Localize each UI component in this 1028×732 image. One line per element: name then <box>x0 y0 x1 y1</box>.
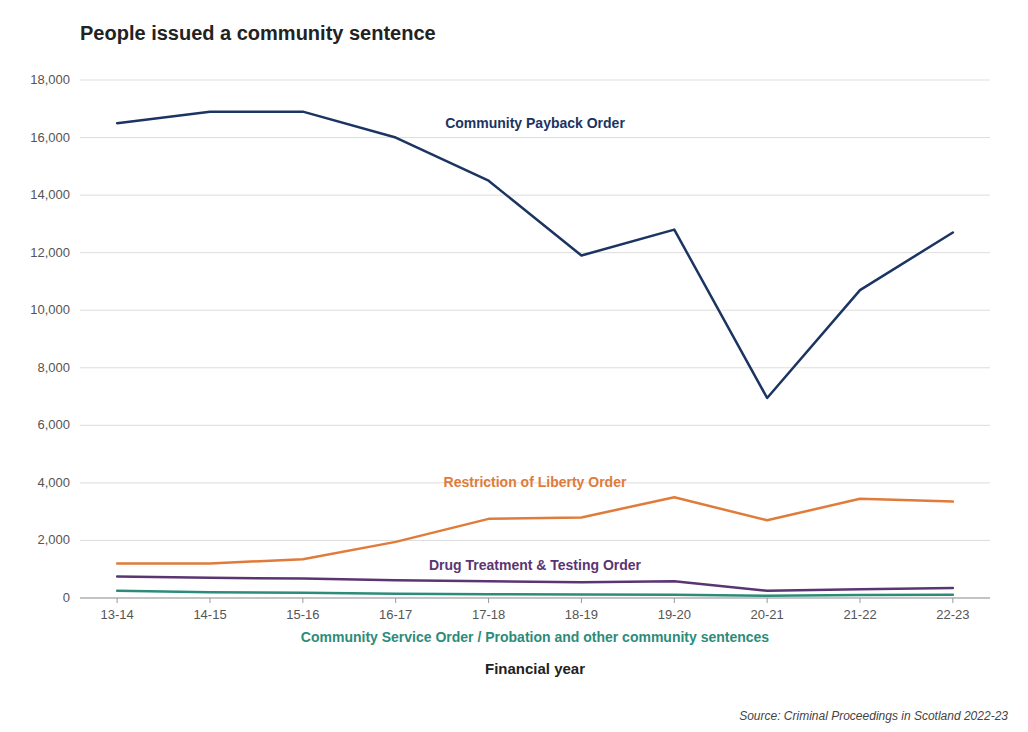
y-tick-label: 2,000 <box>37 532 70 547</box>
x-tick <box>860 598 861 603</box>
x-tick <box>302 598 303 603</box>
series-label: Community Service Order / Probation and … <box>301 629 770 645</box>
x-tick-label: 13-14 <box>101 607 134 622</box>
x-tick <box>117 598 118 603</box>
x-tick-label: 18-19 <box>565 607 598 622</box>
y-tick-label: 18,000 <box>30 72 70 87</box>
y-tick-label: 14,000 <box>30 187 70 202</box>
series-line <box>117 112 953 398</box>
title: People issued a community sentence <box>80 22 436 44</box>
x-tick-label: 22-23 <box>936 607 969 622</box>
x-tick <box>488 598 489 603</box>
x-tick <box>210 598 211 603</box>
series-line <box>117 591 953 596</box>
lines <box>117 112 953 596</box>
x-tick <box>581 598 582 603</box>
grid-line <box>80 540 990 541</box>
grid-line <box>80 195 990 196</box>
y-tick-label: 10,000 <box>30 302 70 317</box>
x-axis <box>80 598 990 599</box>
x-tick-label: 17-18 <box>472 607 505 622</box>
x-tick-label: 14-15 <box>193 607 226 622</box>
grid-line <box>80 80 990 81</box>
grid-line <box>80 137 990 138</box>
y-tick-label: 8,000 <box>37 360 70 375</box>
series-line <box>117 497 953 563</box>
y-tick-label: 4,000 <box>37 475 70 490</box>
background <box>0 0 1028 732</box>
x-tick <box>952 598 953 603</box>
x-tick-label: 20-21 <box>751 607 784 622</box>
x-tick-label: 15-16 <box>286 607 319 622</box>
x-axis-label: Financial year <box>485 660 585 677</box>
x-tick <box>674 598 675 603</box>
series-label: Community Payback Order <box>445 115 625 131</box>
grid-line <box>80 252 990 253</box>
grid-line <box>80 598 990 599</box>
chart: People issued a community sentence 0 2,000… <box>0 0 1028 732</box>
grid-line <box>80 367 990 368</box>
y-tick-label: 16,000 <box>30 130 70 145</box>
x-tick <box>767 598 768 603</box>
y-tick-label: 12,000 <box>30 245 70 260</box>
series-label: Restriction of Liberty Order <box>444 474 627 490</box>
x-tick-label: 21-22 <box>843 607 876 622</box>
grid-line <box>80 425 990 426</box>
series-line <box>117 576 953 590</box>
source-note: Source: Criminal Proceedings in Scotland… <box>739 709 1008 723</box>
x-tick-label: 16-17 <box>379 607 412 622</box>
y-tick-label: 6,000 <box>37 417 70 432</box>
grid-line <box>80 310 990 311</box>
y-tick-label: 0 <box>63 590 70 605</box>
series-label: Drug Treatment & Testing Order <box>429 557 642 573</box>
x-tick-label: 19-20 <box>658 607 691 622</box>
x-tick <box>395 598 396 603</box>
